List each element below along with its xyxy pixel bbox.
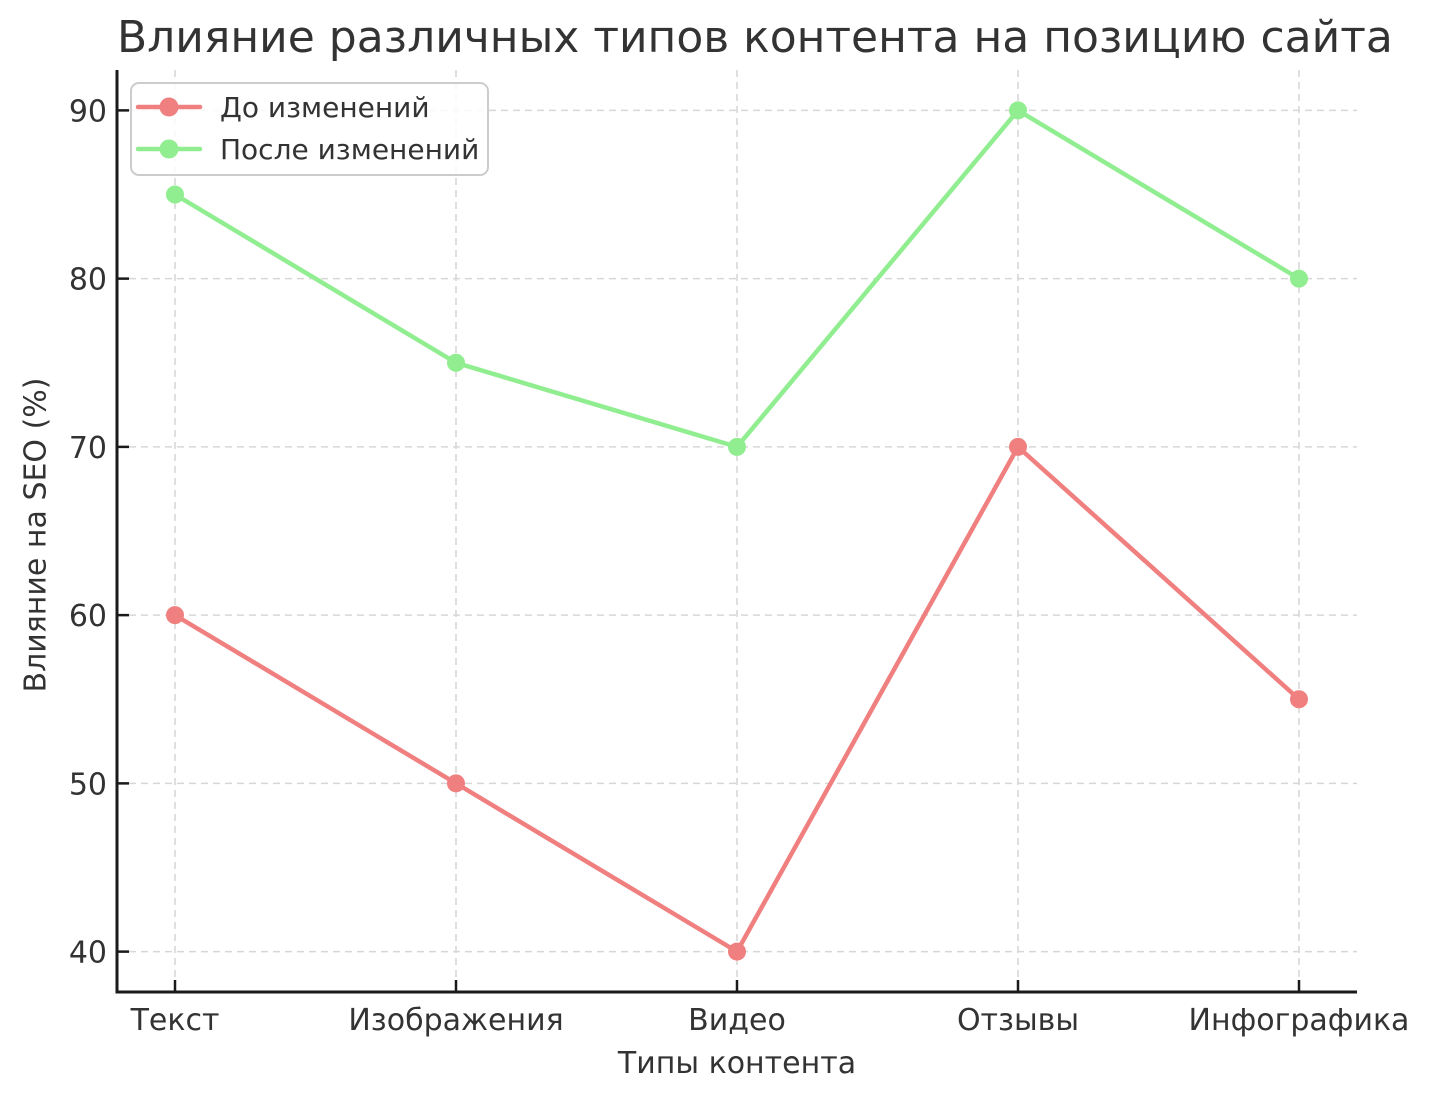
data-point-marker <box>1290 690 1308 709</box>
y-tick-label: 80 <box>69 263 107 298</box>
x-tick-label: Отзывы <box>957 1003 1079 1038</box>
data-point-marker <box>166 606 184 625</box>
data-point-marker <box>1290 269 1308 288</box>
x-tick-label: Инфографика <box>1189 1003 1410 1038</box>
data-point-marker <box>166 185 184 204</box>
y-tick-label: 90 <box>69 94 107 129</box>
data-point-marker <box>447 353 465 372</box>
data-point-marker <box>447 774 465 793</box>
y-tick-label: 60 <box>69 599 107 634</box>
x-axis-label: Типы контента <box>617 1046 857 1081</box>
x-tick-label: Текст <box>130 1003 220 1038</box>
legend-marker-dot <box>159 139 179 159</box>
data-point-marker <box>1009 101 1027 120</box>
y-tick-label: 40 <box>69 936 107 971</box>
legend-marker-dot <box>159 97 179 117</box>
x-tick-label: Изображения <box>348 1003 563 1038</box>
data-point-marker <box>728 942 746 961</box>
data-point-marker <box>728 437 746 456</box>
y-tick-label: 70 <box>69 431 107 466</box>
legend: До изменений После изменений <box>130 82 489 176</box>
chart-title: Влияние различных типов контента на пози… <box>117 12 1393 63</box>
x-tick-label: Видео <box>688 1003 786 1038</box>
y-tick-label: 50 <box>69 767 107 802</box>
data-point-marker <box>1009 437 1027 456</box>
legend-label: После изменений <box>220 133 479 166</box>
legend-label: До изменений <box>220 91 430 124</box>
legend-box <box>130 82 489 176</box>
